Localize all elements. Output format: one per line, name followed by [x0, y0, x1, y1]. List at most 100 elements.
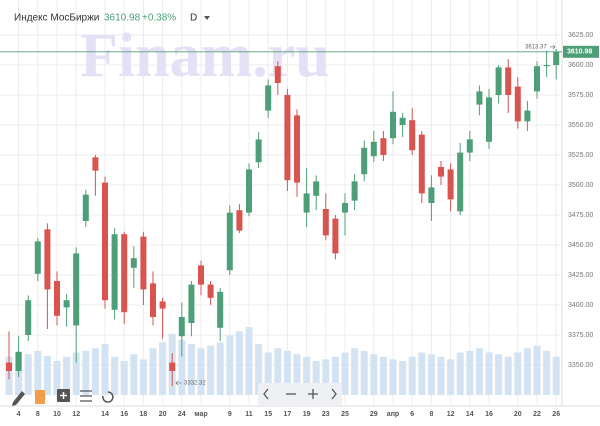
volume-bar	[130, 354, 138, 395]
x-tick-label: 26	[552, 411, 560, 418]
last-price-label: 3610.98	[567, 49, 592, 56]
candle-body	[274, 66, 281, 83]
scroll-left[interactable]	[263, 388, 269, 400]
volume-bar	[533, 345, 541, 395]
candles	[6, 48, 560, 387]
x-tick-label: 24	[178, 411, 186, 418]
x-tick-label: 12	[72, 411, 80, 418]
notes-tool[interactable]	[35, 390, 45, 404]
price-axis: 3350.00 3375.00 3400.00 3425.00 3450.00 3475.…	[568, 32, 593, 369]
y-tick-label: 3450.00	[568, 242, 593, 249]
candle-body	[226, 212, 233, 271]
add-icon	[60, 392, 67, 399]
volume-bar	[24, 354, 32, 395]
interval-dropdown[interactable]	[204, 16, 210, 20]
volume-bar	[427, 354, 435, 395]
candle-body	[466, 139, 473, 153]
volume-bar	[293, 354, 301, 395]
volume-bar	[255, 344, 263, 395]
zoom-in[interactable]	[308, 389, 318, 399]
x-tick-label: 23	[322, 411, 330, 418]
volume-bar	[43, 355, 51, 395]
x-tick-label: 19	[303, 411, 311, 418]
low-label: 3332.32	[184, 381, 206, 387]
interval[interactable]: D	[190, 13, 197, 24]
candle-body	[438, 167, 444, 177]
candle-body	[82, 194, 89, 221]
x-tick-label: 12	[447, 411, 455, 418]
candle-body	[476, 91, 483, 105]
volume-bar	[485, 352, 493, 395]
scroll-right[interactable]	[331, 388, 337, 400]
volume-bar	[523, 348, 531, 395]
volume-bar	[111, 356, 119, 395]
x-tick-label: 20	[514, 411, 522, 418]
volume-bar	[370, 354, 378, 395]
volume-bar	[466, 350, 474, 395]
candle-body	[409, 120, 416, 151]
x-tick-label: 14	[466, 411, 474, 418]
candle-body	[284, 95, 291, 181]
candle-body	[6, 362, 12, 371]
candle-body	[361, 147, 368, 175]
candle-body	[54, 281, 60, 316]
candle-body	[380, 138, 387, 155]
volume-bar	[53, 361, 61, 395]
y-tick-label: 3375.00	[568, 332, 593, 339]
x-tick-label: 6	[410, 411, 414, 418]
candle-body	[265, 85, 272, 111]
x-tick-label: 25	[341, 411, 349, 418]
candle-body	[524, 110, 531, 122]
candle-body	[514, 86, 521, 122]
volume-bar	[91, 348, 99, 395]
x-tick-label: 29	[370, 411, 378, 418]
x-tick-label: 4	[17, 411, 21, 418]
volume-bar	[552, 356, 560, 395]
x-tick-label: 16	[120, 411, 128, 418]
volume-bar	[178, 339, 186, 395]
candle-body	[447, 169, 454, 200]
x-tick-label: 8	[36, 411, 40, 418]
y-tick-label: 3550.00	[568, 122, 593, 129]
candle-body	[169, 362, 176, 371]
last-price-tag	[563, 45, 599, 58]
volume-bar	[82, 350, 90, 395]
x-tick-label: 18	[140, 411, 148, 418]
candle-body	[217, 291, 224, 328]
candle-body	[140, 236, 147, 290]
candle-body	[428, 187, 435, 203]
volume-bar	[264, 352, 272, 395]
volume-bar	[72, 352, 80, 395]
volume-pane	[5, 327, 560, 395]
volume-bar	[351, 348, 359, 395]
x-tick-label: 15	[264, 411, 272, 418]
x-tick-label: апр	[387, 411, 399, 418]
candle-body	[332, 218, 339, 254]
reset-tool[interactable]	[102, 391, 114, 403]
candle-body	[188, 284, 195, 323]
candle-body	[34, 241, 41, 274]
candle-body	[370, 141, 377, 157]
candle-body	[178, 317, 185, 337]
x-tick-label: 16	[485, 411, 493, 418]
candle-body	[198, 265, 204, 285]
draw-tool[interactable]	[12, 391, 25, 406]
volume-bar	[437, 356, 445, 395]
volume-bar	[216, 342, 224, 395]
candle-body	[44, 229, 51, 290]
y-tick-label: 3425.00	[568, 272, 593, 279]
volume-bar	[475, 348, 483, 395]
volume-bar	[495, 354, 503, 395]
candle-body	[294, 115, 300, 183]
volume-bar	[274, 348, 282, 395]
volume-bar	[139, 359, 147, 395]
volume-bar	[303, 356, 311, 395]
volume-bar	[399, 361, 407, 395]
x-tick-label: 22	[533, 411, 541, 418]
candle-body	[553, 51, 560, 65]
candle-body	[15, 351, 22, 371]
header-change: +0.38%	[142, 13, 176, 24]
volume-bar	[63, 356, 71, 395]
settings-tool[interactable]	[80, 390, 92, 402]
candle-body	[313, 181, 320, 196]
